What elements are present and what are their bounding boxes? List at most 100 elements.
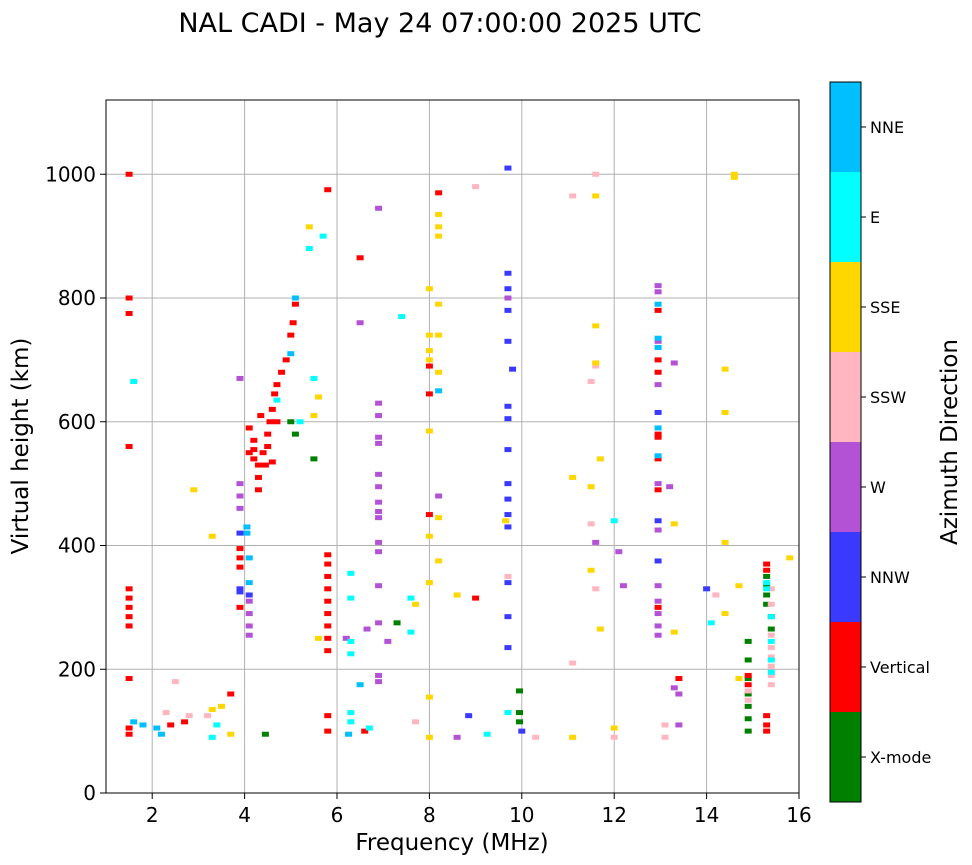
data-point	[310, 456, 318, 462]
data-point	[345, 731, 353, 737]
data-point	[125, 614, 133, 620]
data-point	[310, 375, 318, 381]
data-point	[569, 734, 577, 740]
data-point	[347, 719, 355, 725]
data-point	[342, 635, 350, 641]
data-point	[375, 413, 383, 419]
data-point	[273, 419, 281, 425]
data-point	[435, 211, 443, 217]
data-point	[208, 706, 216, 712]
data-point	[654, 453, 662, 459]
data-point	[271, 391, 279, 397]
data-point	[347, 595, 355, 601]
data-point	[324, 713, 332, 719]
data-point	[435, 388, 443, 394]
y-axis: 0 200 400 600 800 1000	[45, 162, 106, 805]
data-point	[393, 620, 401, 626]
data-point	[654, 307, 662, 313]
data-point	[250, 456, 258, 462]
data-point	[125, 676, 133, 682]
data-point	[767, 626, 775, 632]
y-tick-label: 0	[83, 781, 96, 805]
data-point	[236, 481, 244, 487]
data-point	[356, 255, 364, 261]
data-point	[236, 375, 244, 381]
data-point	[324, 586, 332, 592]
data-point	[453, 734, 461, 740]
data-point	[236, 546, 244, 552]
colorbar-tick-label: NNE	[870, 118, 904, 137]
data-point	[504, 403, 512, 409]
data-point	[245, 632, 253, 638]
data-point	[592, 363, 600, 369]
data-point	[592, 323, 600, 329]
data-point	[504, 270, 512, 276]
colorbar-tick-label: Vertical	[870, 658, 930, 677]
data-point	[245, 450, 253, 456]
data-point	[264, 444, 272, 449]
data-point	[250, 447, 258, 453]
data-point	[587, 484, 595, 490]
data-point	[596, 456, 604, 462]
data-point	[315, 394, 323, 400]
data-point	[515, 710, 523, 716]
data-point	[435, 515, 443, 521]
data-point	[236, 493, 244, 499]
data-point	[504, 165, 512, 171]
data-point	[654, 301, 662, 307]
data-point	[125, 725, 133, 731]
data-point	[661, 734, 669, 740]
data-point	[375, 583, 383, 589]
data-point	[261, 462, 269, 468]
data-point	[763, 728, 771, 734]
data-point	[767, 586, 775, 592]
grid-lines	[106, 100, 800, 794]
data-point	[654, 518, 662, 524]
data-point	[730, 174, 738, 180]
data-point	[596, 626, 604, 632]
data-point	[305, 246, 313, 251]
data-point	[315, 635, 323, 641]
data-point	[654, 409, 662, 415]
data-point	[763, 601, 771, 607]
colorbar-label: Azimuth Direction	[937, 339, 963, 545]
data-point	[324, 728, 332, 734]
data-point	[185, 713, 193, 719]
data-point	[425, 357, 433, 363]
data-point	[763, 567, 771, 573]
data-point	[425, 363, 433, 369]
colorbar-tick-label: E	[870, 208, 880, 227]
data-point	[282, 357, 290, 363]
data-point	[504, 286, 512, 292]
data-point	[375, 400, 383, 406]
data-point	[363, 626, 371, 632]
x-tick-label: 8	[423, 803, 436, 827]
x-tick-label: 10	[509, 803, 534, 827]
data-point	[721, 409, 729, 415]
data-point	[375, 484, 383, 490]
data-point	[518, 728, 526, 734]
data-point	[398, 314, 406, 320]
data-point	[744, 676, 752, 682]
data-point	[347, 570, 355, 576]
data-point	[257, 413, 265, 419]
data-point	[666, 484, 674, 490]
data-point	[254, 487, 262, 493]
data-point	[654, 604, 662, 610]
data-point	[654, 283, 662, 289]
data-point	[245, 611, 253, 617]
data-point	[763, 722, 771, 728]
data-point	[675, 691, 683, 697]
data-point	[670, 521, 678, 527]
data-point	[532, 734, 540, 740]
data-point	[425, 391, 433, 397]
data-point	[425, 428, 433, 434]
data-point	[324, 623, 332, 629]
data-point	[236, 589, 244, 595]
data-point	[654, 623, 662, 629]
data-point	[504, 307, 512, 313]
data-point	[767, 614, 775, 620]
colorbar-segment	[830, 262, 861, 352]
data-points	[125, 165, 794, 740]
x-tick-label: 14	[694, 803, 719, 827]
